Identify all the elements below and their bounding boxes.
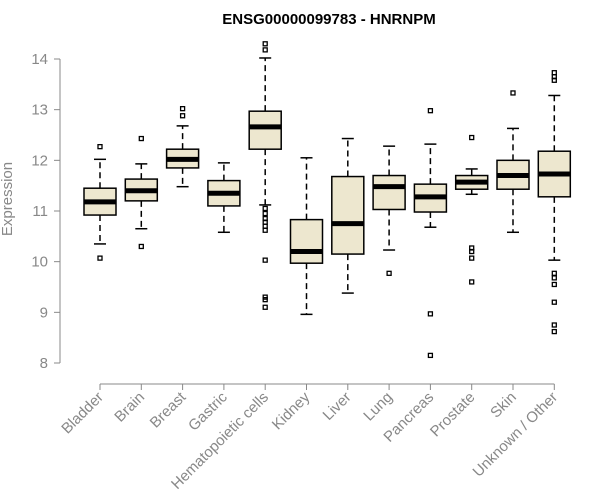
box-group [83,144,117,261]
outlier-point [469,255,475,261]
box-group [331,137,365,294]
x-tick-label: Brain [111,389,148,426]
y-tick-label: 11 [32,203,48,220]
outlier-point [179,106,186,112]
outlier-point [551,70,557,76]
box-group [496,90,530,234]
outlier-point [551,281,557,288]
outlier-point [97,255,103,261]
outlier-point [262,297,268,303]
outlier-point [510,90,516,96]
outlier-point [551,328,557,335]
y-tick-label: 13 [31,102,48,119]
outlier-point [551,270,557,276]
outlier-point [551,322,557,328]
outlier-point [262,47,268,53]
outlier-point [427,311,434,317]
box-group [372,145,406,276]
boxes [83,41,572,359]
x-tick-label: Bladder [58,389,107,438]
y-tick-label: 8 [40,355,48,372]
y-tick-label: 9 [40,304,48,321]
box [331,175,365,255]
outlier-point [97,144,103,150]
outlier-point [427,352,434,359]
outlier-point [262,257,268,263]
box-group [207,162,241,234]
box [372,174,406,211]
outlier-point [262,210,268,217]
box [289,218,324,264]
box-group [537,70,572,335]
outlier-point [262,219,268,225]
outlier-point [262,227,268,233]
x-tick-label: Skin [487,389,520,422]
x-tick-label: Kidney [269,388,314,433]
outlier-point [262,205,268,212]
outlier-point [551,275,557,281]
outlier-point [262,304,268,310]
axes: 8 9 10 11 12 13 14 [31,51,555,390]
y-tick-label: 12 [31,152,48,169]
x-tick-label: Lung [360,389,396,425]
outlier-point [427,108,434,114]
box-group [454,134,489,285]
outlier-point [469,248,475,255]
outlier-point [262,41,268,47]
x-tick-label: Breast [147,388,190,431]
box-group [413,108,448,359]
box-group [289,157,324,316]
outlier-point [551,77,557,83]
outlier-point [138,135,144,142]
outlier-point [138,243,144,250]
x-tick-label: Prostate [427,389,479,441]
outlier-point [551,299,557,305]
box [248,110,282,150]
y-tick-label: 10 [31,254,48,271]
outlier-point [179,113,186,119]
y-tick-label: 14 [31,51,48,68]
outlier-point [469,279,475,285]
box-group [124,135,159,250]
chart-title: ENSG00000099783 - HNRNPM [222,11,435,28]
outlier-point [262,223,268,229]
box-group [248,41,282,310]
outlier-point [469,134,475,141]
box-group [165,106,200,188]
outlier-point [386,270,392,276]
x-tick-label: Liver [320,389,355,424]
y-axis-label: Expression [0,162,16,236]
